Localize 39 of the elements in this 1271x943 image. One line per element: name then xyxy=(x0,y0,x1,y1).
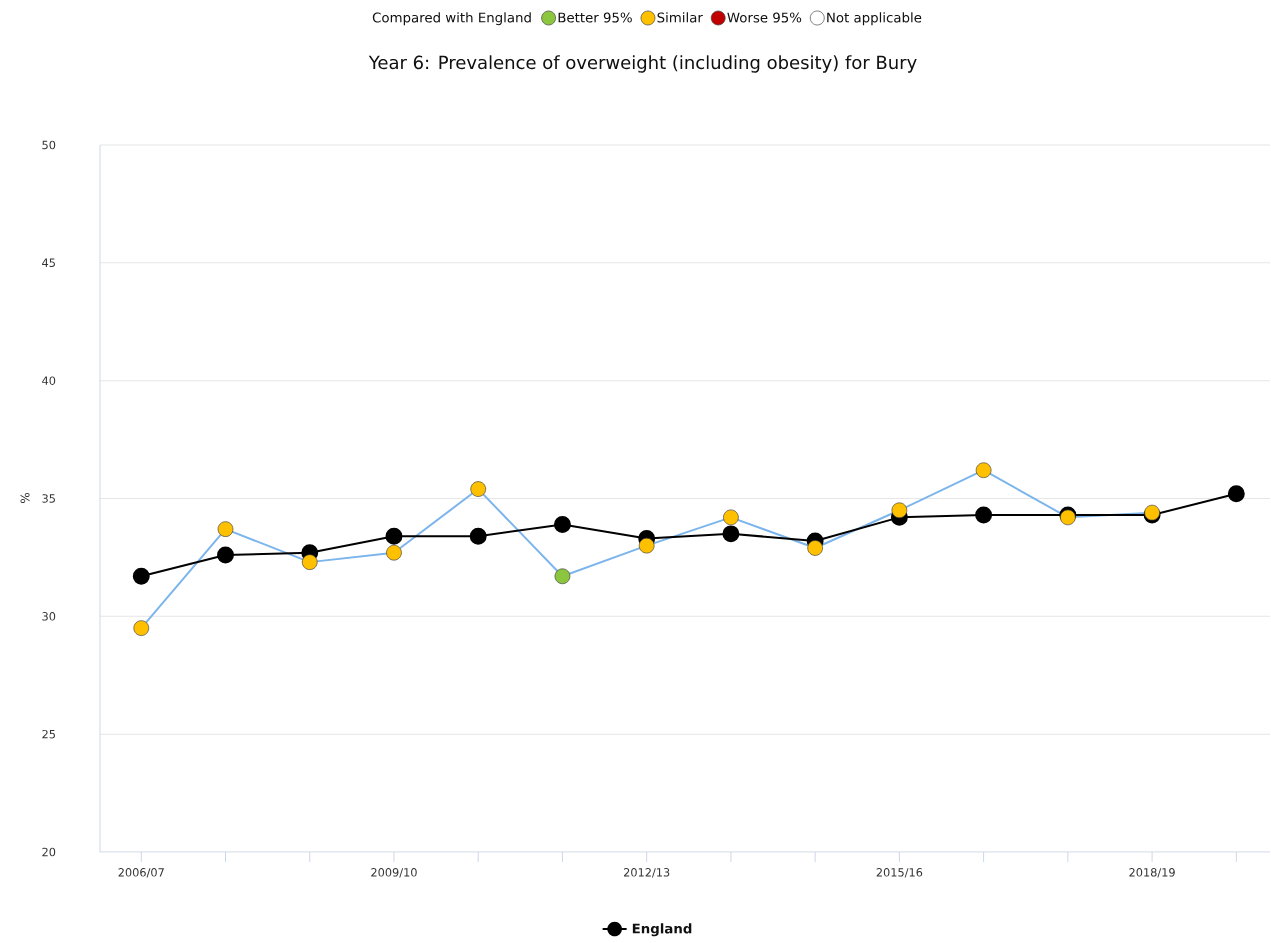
legend-title: Compared with England xyxy=(372,12,531,26)
legend-label: Better 95% xyxy=(558,12,632,23)
point xyxy=(891,502,908,519)
point xyxy=(638,537,655,554)
point xyxy=(975,462,992,479)
legend-label: Similar xyxy=(657,12,703,23)
point xyxy=(807,540,823,556)
point xyxy=(975,506,993,524)
legend-label: Not applicable xyxy=(827,12,922,26)
y-tick-label: 40 xyxy=(42,376,56,385)
point xyxy=(554,568,571,585)
point xyxy=(132,567,150,585)
legend-label: Worse 95% xyxy=(727,12,802,23)
x-tick-label: 2018/19 xyxy=(1129,868,1175,878)
point xyxy=(217,521,234,537)
point xyxy=(1227,485,1245,503)
x-tick-label: 2009/10 xyxy=(371,868,417,878)
y-tick-label: 30 xyxy=(42,612,56,621)
point xyxy=(133,620,150,636)
y-tick-label: 50 xyxy=(42,140,56,150)
x-tick-label: 2012/13 xyxy=(623,868,670,878)
point xyxy=(722,525,740,543)
point xyxy=(723,509,739,526)
x-tick-label: 2015/16 xyxy=(876,868,923,878)
point xyxy=(469,527,487,545)
point xyxy=(553,515,571,533)
y-tick-label: 25 xyxy=(42,729,55,739)
y-tick-label: 35 xyxy=(42,494,55,503)
chart-title: Year 6: Prevalence of overweight (including obesity) for Bury xyxy=(368,55,917,73)
point xyxy=(217,546,234,564)
y-tick-label: 20 xyxy=(42,847,56,857)
point xyxy=(470,481,487,497)
point xyxy=(301,554,318,570)
y-axis-title: % xyxy=(20,492,30,504)
legend-label: England xyxy=(632,923,692,937)
x-tick-label: 2006/07 xyxy=(118,868,164,878)
point xyxy=(385,527,403,545)
point xyxy=(386,544,402,561)
y-tick-label: 45 xyxy=(42,258,55,268)
